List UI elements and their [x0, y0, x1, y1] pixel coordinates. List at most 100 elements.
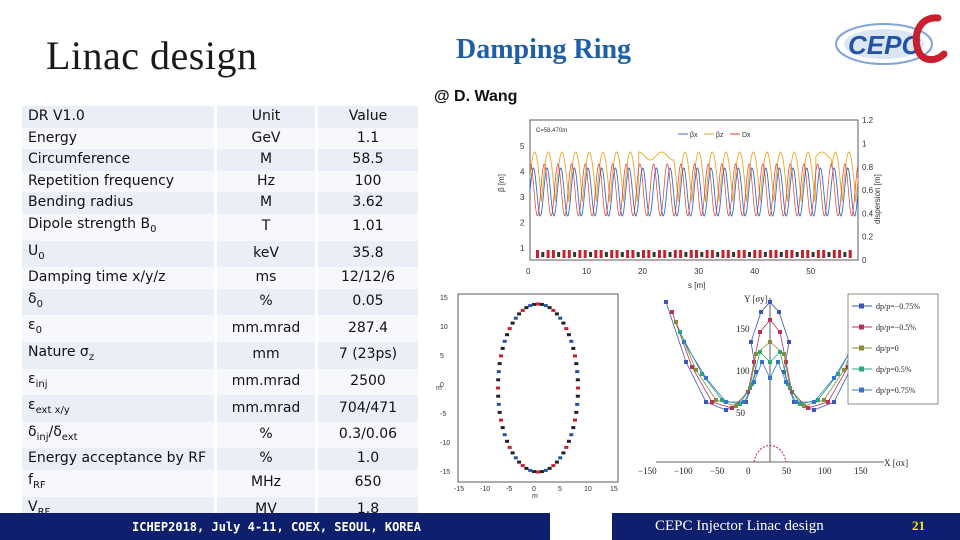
param-unit: Unit — [217, 106, 318, 128]
aperture-marker — [569, 433, 574, 437]
param-name: εinj — [22, 368, 217, 396]
param-unit: % — [217, 421, 318, 449]
aperture-marker — [500, 426, 505, 430]
param-name: DR V1.0 — [22, 106, 217, 128]
aperture-marker — [520, 464, 525, 468]
acceptance-marker — [700, 372, 704, 376]
optics-x-tick: 30 — [694, 267, 703, 276]
param-value: 12/12/6 — [318, 267, 421, 289]
aperture-x-tick: -15 — [454, 486, 464, 493]
param-value: 0.05 — [318, 288, 421, 316]
acceptance-marker — [784, 360, 788, 364]
aperture-marker — [547, 466, 552, 470]
param-name-text: Circumference — [28, 151, 131, 168]
param-name-text-2: /δ — [48, 423, 62, 440]
acceptance-marker — [790, 390, 794, 394]
aperture-marker — [505, 333, 510, 337]
legend-betax: βx — [690, 132, 698, 139]
magnet-element — [801, 250, 804, 258]
optics-y-left-tick: 4 — [520, 168, 525, 177]
acceptance-marker — [714, 398, 718, 402]
aperture-y-tick: 15 — [440, 295, 448, 302]
magnet-element — [647, 250, 651, 258]
table-row: Energy GeV 1.1 — [22, 127, 421, 150]
acceptance-x-tick: 0 — [746, 466, 751, 476]
aperture-marker — [510, 321, 515, 325]
param-name-text: Energy — [28, 129, 78, 146]
magnet-element — [742, 250, 746, 258]
acceptance-x-tick: 50 — [782, 466, 792, 476]
magnet-element — [594, 250, 598, 258]
acceptance-marker — [754, 352, 758, 356]
footer-left-bar — [0, 513, 550, 540]
aperture-marker — [496, 394, 501, 398]
optics-x-tick: 40 — [750, 267, 759, 276]
cepc-logo: CEPC — [835, 14, 948, 65]
aperture-marker — [517, 460, 522, 464]
aperture-y-tick: -10 — [440, 440, 450, 447]
magnet-element — [631, 250, 635, 258]
aperture-marker — [513, 456, 518, 460]
aperture-marker — [569, 339, 574, 343]
aperture-marker — [520, 308, 525, 312]
aperture-marker — [496, 370, 501, 374]
param-name-text: ε — [28, 317, 36, 334]
magnet-element — [710, 250, 714, 258]
param-name: δinj/δext — [22, 421, 217, 449]
param-subscript: inj — [36, 431, 49, 443]
param-name-text: Repetition frequency — [28, 172, 175, 189]
magnet-element — [546, 250, 550, 258]
param-name-text: DR V1.0 — [28, 108, 85, 124]
acceptance-marker — [768, 300, 772, 304]
aperture-marker — [496, 402, 501, 406]
magnet-element — [785, 250, 789, 258]
legend-marker — [859, 387, 864, 393]
param-name-text: Nature σ — [28, 343, 89, 360]
optics-y-left-tick: 2 — [520, 219, 525, 228]
magnet-element — [652, 252, 656, 257]
param-subscript: 0 — [36, 298, 43, 310]
magnet-element — [578, 250, 582, 258]
acceptance-x-tick: −150 — [638, 466, 657, 476]
magnet-element — [657, 250, 661, 258]
magnet-element — [663, 250, 667, 258]
aperture-x-tick: 15 — [610, 486, 618, 493]
magnet-element — [716, 252, 720, 257]
magnet-element — [642, 250, 645, 258]
table-row: Bending radius M 3.62 — [22, 192, 421, 214]
aperture-marker — [528, 468, 533, 472]
acceptance-marker — [822, 398, 826, 402]
legend-label: dp/p=−0.75% — [876, 302, 920, 311]
aperture-marker — [528, 304, 533, 308]
legend-marker — [859, 366, 864, 372]
magnet-element — [838, 250, 842, 258]
aperture-marker — [575, 402, 580, 406]
legend-label: dp/p=−0.5% — [876, 323, 916, 332]
aperture-marker — [496, 378, 501, 382]
optics-y-right-tick: 0.2 — [862, 233, 874, 242]
param-value: 1.01 — [318, 213, 421, 241]
aperture-marker — [513, 316, 518, 320]
aperture-marker — [575, 394, 580, 398]
param-unit: ms — [217, 267, 318, 289]
acceptance-marker — [670, 310, 674, 314]
acceptance-marker — [812, 400, 816, 404]
magnet-element — [769, 250, 773, 258]
param-subscript: 0 — [38, 250, 45, 262]
optics-y-right-tick: 0.4 — [862, 209, 874, 218]
param-name: Repetition frequency — [22, 170, 217, 193]
param-name-text: Damping time x/y/z — [28, 269, 166, 286]
magnet-element — [583, 250, 587, 258]
acceptance-marker — [826, 400, 830, 404]
aperture-marker — [510, 451, 515, 455]
acceptance-marker — [724, 408, 728, 412]
acceptance-marker — [768, 318, 772, 322]
acceptance-marker — [694, 368, 698, 372]
acceptance-marker — [816, 398, 820, 402]
magnet-element — [615, 250, 619, 258]
table-row: εinj mm.mrad 2500 — [22, 368, 421, 396]
param-value: 650 — [318, 469, 421, 497]
aperture-marker — [507, 445, 512, 449]
aperture-marker — [561, 321, 566, 325]
acceptance-marker — [768, 360, 772, 364]
